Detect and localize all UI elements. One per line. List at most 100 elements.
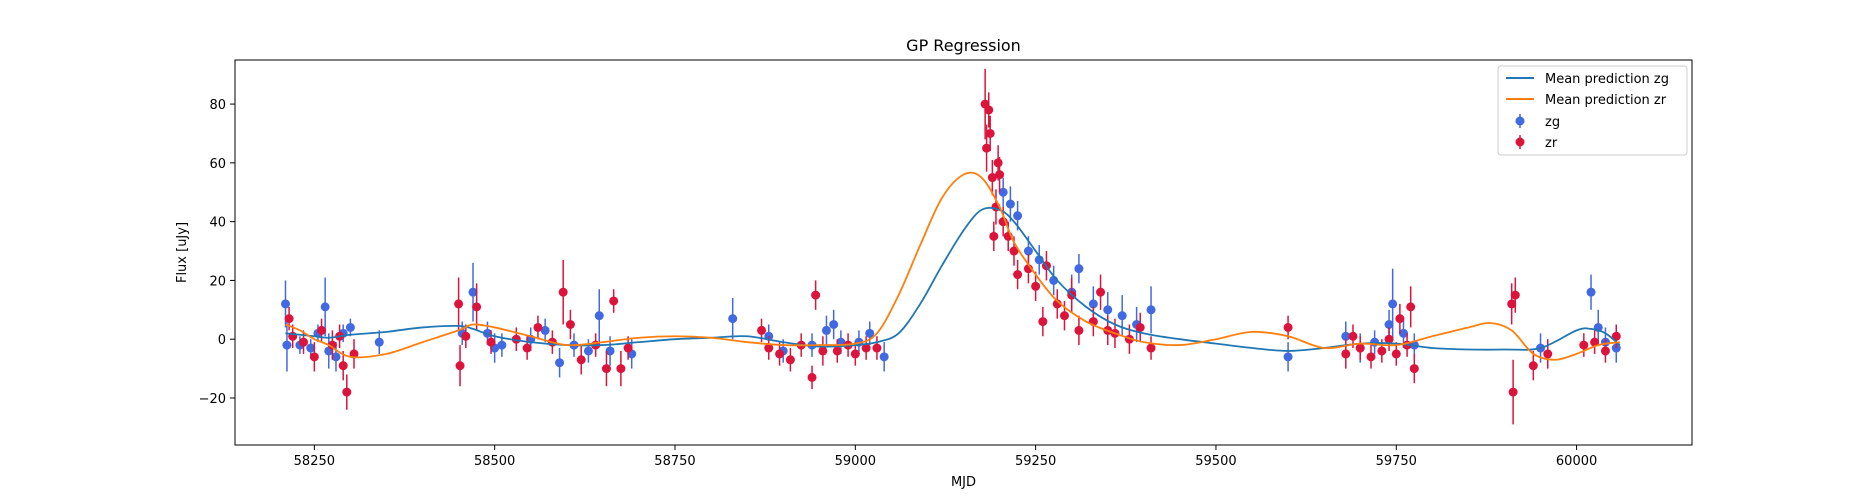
data-point-zr bbox=[1508, 359, 1518, 425]
marker bbox=[995, 170, 1005, 180]
data-point-zr bbox=[1384, 327, 1394, 351]
data-point-zr bbox=[1590, 330, 1600, 354]
data-point-zr bbox=[1366, 345, 1376, 369]
marker bbox=[540, 325, 550, 335]
data-point-zg bbox=[1283, 342, 1293, 372]
marker bbox=[1384, 320, 1394, 330]
y-axis-label: Flux [uJy] bbox=[175, 222, 190, 283]
marker bbox=[1508, 387, 1518, 397]
data-point-zr bbox=[623, 336, 633, 360]
data-point-zr bbox=[984, 92, 994, 128]
data-point-zr bbox=[558, 259, 568, 325]
plot-area: 58250 58500 58750 59000 59250 59500 59750 60000… bbox=[199, 59, 1693, 469]
data-point-zr bbox=[987, 159, 997, 196]
data-point-zg bbox=[282, 318, 292, 372]
marker bbox=[993, 158, 1003, 168]
marker bbox=[865, 328, 875, 338]
marker bbox=[282, 340, 292, 350]
data-point-zg bbox=[374, 330, 384, 354]
marker bbox=[821, 325, 831, 335]
data-point-zr bbox=[1395, 303, 1405, 334]
marker bbox=[1510, 290, 1520, 300]
x-tick-label: 58500 bbox=[474, 454, 515, 469]
marker bbox=[1059, 311, 1069, 321]
y-tick-label: 20 bbox=[209, 274, 226, 289]
marker bbox=[982, 143, 992, 153]
marker bbox=[1031, 281, 1041, 291]
data-point-zr bbox=[872, 336, 882, 360]
marker bbox=[1590, 337, 1600, 347]
x-axis-label: MJD bbox=[951, 475, 976, 490]
x-tick-label: 59250 bbox=[1015, 454, 1056, 469]
data-point-zr bbox=[1611, 324, 1621, 349]
data-point-zg bbox=[821, 315, 831, 346]
mean-line-zr bbox=[285, 171, 1620, 361]
data-point-zr bbox=[454, 277, 464, 331]
marker bbox=[374, 337, 384, 347]
marker bbox=[472, 302, 482, 312]
marker bbox=[284, 314, 294, 324]
x-tick-label: 58750 bbox=[654, 454, 695, 469]
marker bbox=[1355, 343, 1365, 353]
data-point-zr bbox=[342, 374, 352, 410]
marker bbox=[1023, 246, 1033, 256]
marker bbox=[1146, 305, 1156, 315]
marker bbox=[616, 364, 626, 374]
marker bbox=[345, 322, 355, 332]
marker bbox=[1117, 311, 1127, 321]
data-point-zg bbox=[1074, 253, 1084, 284]
marker bbox=[1395, 314, 1405, 324]
data-point-zr bbox=[1391, 342, 1401, 366]
marker bbox=[576, 355, 586, 365]
data-point-zr bbox=[309, 342, 319, 372]
data-point-zr bbox=[455, 345, 465, 387]
data-point-zg bbox=[829, 309, 839, 340]
marker bbox=[1384, 334, 1394, 344]
data-point-zr bbox=[1528, 350, 1538, 381]
x-tick-label: 59000 bbox=[835, 454, 876, 469]
marker bbox=[1013, 211, 1023, 221]
marker bbox=[320, 302, 330, 312]
marker bbox=[342, 387, 352, 397]
data-point-zr bbox=[1409, 353, 1419, 384]
marker bbox=[486, 337, 496, 347]
marker bbox=[1283, 322, 1293, 332]
axes-frame bbox=[234, 59, 1693, 446]
marker bbox=[1398, 328, 1408, 338]
legend-label-zg: zg bbox=[1545, 115, 1560, 130]
marker bbox=[1103, 305, 1113, 315]
data-point-zr bbox=[1013, 259, 1023, 290]
data-point-zr bbox=[785, 348, 795, 372]
marker bbox=[985, 128, 995, 138]
marker bbox=[309, 352, 319, 362]
y-tick-label: −20 bbox=[199, 392, 226, 407]
data-point-zr bbox=[327, 330, 337, 360]
data-layer bbox=[280, 68, 1621, 425]
legend-dot bbox=[1515, 137, 1525, 147]
marker bbox=[764, 343, 774, 353]
marker bbox=[872, 343, 882, 353]
marker bbox=[1406, 302, 1416, 312]
data-point-zg bbox=[1146, 286, 1156, 334]
marker bbox=[1074, 325, 1084, 335]
data-point-zg bbox=[345, 318, 355, 337]
data-point-zr bbox=[850, 342, 860, 366]
data-point-zg bbox=[320, 277, 330, 337]
data-point-zr bbox=[1507, 283, 1517, 325]
marker bbox=[555, 358, 565, 368]
data-point-zg bbox=[1034, 245, 1044, 275]
y-tick-label: 40 bbox=[209, 216, 226, 231]
marker bbox=[1600, 346, 1610, 356]
data-point-zr bbox=[1096, 274, 1106, 310]
data-point-zr bbox=[1283, 315, 1293, 340]
marker bbox=[1096, 287, 1106, 297]
data-point-zg bbox=[998, 177, 1008, 207]
marker bbox=[832, 346, 842, 356]
data-point-zr bbox=[775, 342, 785, 366]
marker bbox=[468, 287, 478, 297]
marker bbox=[757, 325, 767, 335]
marker bbox=[327, 340, 337, 350]
chart-title: GP Regression bbox=[906, 36, 1021, 55]
marker bbox=[583, 346, 593, 356]
